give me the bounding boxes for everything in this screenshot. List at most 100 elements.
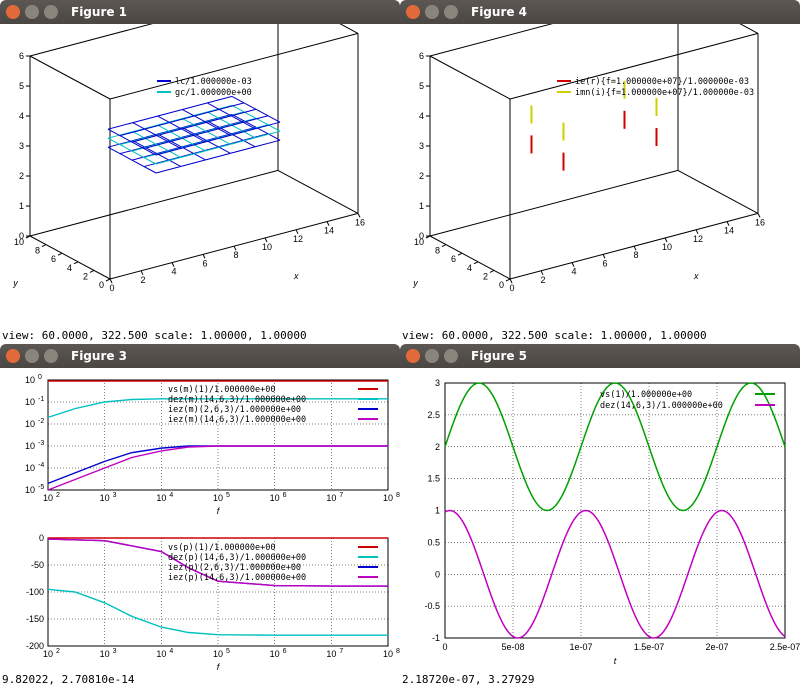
svg-text:10: 10 xyxy=(383,649,393,659)
svg-text:-100: -100 xyxy=(26,587,44,597)
svg-text:10: 10 xyxy=(326,649,336,659)
svg-text:iez(p)(14,6,3)/1.000000e+00: iez(p)(14,6,3)/1.000000e+00 xyxy=(168,573,306,583)
svg-text:10: 10 xyxy=(213,649,223,659)
svg-text:4: 4 xyxy=(571,267,576,277)
close-icon[interactable] xyxy=(406,349,420,363)
close-icon[interactable] xyxy=(406,5,420,19)
svg-text:3: 3 xyxy=(419,141,424,151)
svg-text:10: 10 xyxy=(25,397,35,407)
svg-text:10: 10 xyxy=(25,485,35,495)
svg-text:2: 2 xyxy=(140,275,145,285)
svg-text:iez(m)(2,6,3)/1.000000e+00: iez(m)(2,6,3)/1.000000e+00 xyxy=(168,405,301,415)
svg-text:3: 3 xyxy=(113,492,117,499)
svg-text:2: 2 xyxy=(483,271,488,281)
svg-text:-150: -150 xyxy=(26,614,44,624)
svg-text:1e-07: 1e-07 xyxy=(569,642,592,652)
svg-text:10: 10 xyxy=(25,441,35,451)
svg-text:10: 10 xyxy=(262,242,272,252)
svg-text:10: 10 xyxy=(213,493,223,503)
svg-text:8: 8 xyxy=(633,250,638,260)
svg-text:iez(m)(14,6,3)/1.000000e+00: iez(m)(14,6,3)/1.000000e+00 xyxy=(168,415,306,425)
svg-text:10: 10 xyxy=(326,493,336,503)
svg-text:dez(14,6,3)/1.000000e+00: dez(14,6,3)/1.000000e+00 xyxy=(600,401,723,411)
svg-text:1: 1 xyxy=(419,201,424,211)
svg-text:4: 4 xyxy=(67,263,72,273)
svg-text:2: 2 xyxy=(19,171,24,181)
svg-text:6: 6 xyxy=(19,51,24,61)
svg-text:4: 4 xyxy=(169,492,173,499)
svg-text:10: 10 xyxy=(25,375,35,385)
window-title: Figure 3 xyxy=(71,349,127,363)
figure1-status: view: 60.0000, 322.500 scale: 1.00000, 1… xyxy=(2,329,307,342)
svg-text:0: 0 xyxy=(109,283,114,293)
minimize-icon[interactable] xyxy=(25,349,39,363)
figure1-plot[interactable]: 024681012141602468100123456xyzlc/1.00000… xyxy=(0,24,400,344)
svg-text:y: y xyxy=(412,278,418,288)
svg-text:6: 6 xyxy=(283,648,287,655)
window-title: Figure 5 xyxy=(471,349,527,363)
svg-text:4: 4 xyxy=(419,111,424,121)
svg-text:16: 16 xyxy=(755,217,765,227)
svg-text:5: 5 xyxy=(226,492,230,499)
svg-text:12: 12 xyxy=(693,234,703,244)
svg-text:t: t xyxy=(614,656,617,666)
svg-text:2: 2 xyxy=(56,648,60,655)
svg-text:gc/1.000000e+00: gc/1.000000e+00 xyxy=(175,88,252,98)
svg-text:2: 2 xyxy=(83,271,88,281)
svg-text:2: 2 xyxy=(56,492,60,499)
svg-text:-1: -1 xyxy=(38,396,44,403)
svg-text:10: 10 xyxy=(662,242,672,252)
figure5-titlebar[interactable]: Figure 5 xyxy=(400,344,800,368)
svg-text:8: 8 xyxy=(435,246,440,256)
minimize-icon[interactable] xyxy=(25,5,39,19)
svg-text:10: 10 xyxy=(25,419,35,429)
svg-text:0: 0 xyxy=(499,280,504,290)
figure3-plot[interactable]: 10210310410510610710810-510-410-310-210-… xyxy=(0,368,400,688)
svg-text:2: 2 xyxy=(540,275,545,285)
maximize-icon[interactable] xyxy=(44,349,58,363)
figure5-plot[interactable]: 05e-081e-071.5e-072e-072.5e-07-1-0.500.5… xyxy=(400,368,800,688)
svg-text:16: 16 xyxy=(355,217,365,227)
figure3-status: 9.82022, 2.70810e-14 xyxy=(2,673,134,686)
svg-text:4: 4 xyxy=(169,648,173,655)
svg-text:7: 7 xyxy=(339,648,343,655)
svg-text:1: 1 xyxy=(19,201,24,211)
svg-text:8: 8 xyxy=(233,250,238,260)
svg-text:10: 10 xyxy=(270,493,280,503)
svg-text:5e-08: 5e-08 xyxy=(501,642,524,652)
svg-text:3: 3 xyxy=(435,378,440,388)
svg-text:6: 6 xyxy=(602,258,607,268)
figure4-titlebar[interactable]: Figure 4 xyxy=(400,0,800,24)
svg-text:2: 2 xyxy=(419,171,424,181)
svg-text:0: 0 xyxy=(419,231,424,241)
minimize-icon[interactable] xyxy=(425,349,439,363)
svg-text:6: 6 xyxy=(51,254,56,264)
figure3-titlebar[interactable]: Figure 3 xyxy=(0,344,400,368)
svg-text:3: 3 xyxy=(113,648,117,655)
svg-text:0: 0 xyxy=(99,280,104,290)
svg-text:5: 5 xyxy=(19,81,24,91)
svg-text:-200: -200 xyxy=(26,641,44,651)
svg-text:10: 10 xyxy=(43,493,53,503)
svg-text:0: 0 xyxy=(19,231,24,241)
svg-text:2e-07: 2e-07 xyxy=(705,642,728,652)
close-icon[interactable] xyxy=(6,349,20,363)
svg-text:-3: -3 xyxy=(38,440,44,447)
figure4-plot[interactable]: 024681012141602468100123456xyzie(r){f=1.… xyxy=(400,24,800,344)
svg-text:6: 6 xyxy=(202,258,207,268)
svg-text:lc/1.000000e-03: lc/1.000000e-03 xyxy=(175,77,252,87)
maximize-icon[interactable] xyxy=(444,5,458,19)
maximize-icon[interactable] xyxy=(44,5,58,19)
svg-text:0: 0 xyxy=(435,569,440,579)
svg-text:imn(i){f=1.000000e+07}/1.00000: imn(i){f=1.000000e+07}/1.000000e-03 xyxy=(575,88,754,98)
maximize-icon[interactable] xyxy=(444,349,458,363)
svg-text:5: 5 xyxy=(226,648,230,655)
minimize-icon[interactable] xyxy=(425,5,439,19)
figure5-pane: Figure 5 05e-081e-071.5e-072e-072.5e-07-… xyxy=(400,344,800,688)
svg-text:14: 14 xyxy=(324,226,334,236)
svg-text:-1: -1 xyxy=(432,633,440,643)
svg-text:iez(p)(2,6,3)/1.000000e+00: iez(p)(2,6,3)/1.000000e+00 xyxy=(168,563,301,573)
svg-text:6: 6 xyxy=(419,51,424,61)
close-icon[interactable] xyxy=(6,5,20,19)
figure1-titlebar[interactable]: Figure 1 xyxy=(0,0,400,24)
